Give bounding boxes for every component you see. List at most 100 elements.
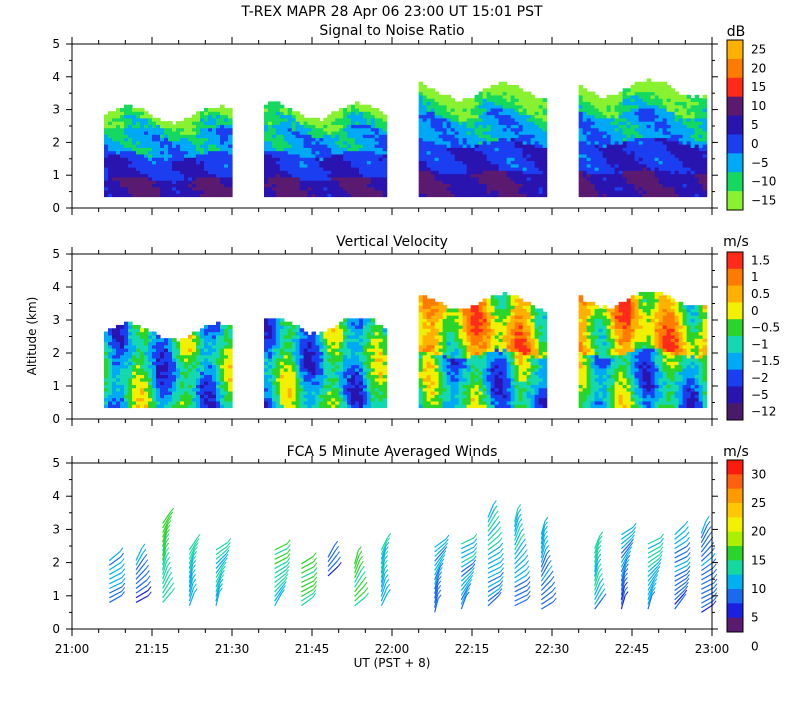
heatmap-cell [272,101,277,105]
heatmap-cell [216,322,221,326]
heatmap-cell [519,88,524,92]
heatmap-cell [587,92,592,96]
heatmap-cell [531,95,536,99]
heatmap-cell [268,318,273,322]
colorbar-label: 5 [751,118,759,132]
heatmap-cell [635,82,640,86]
heatmap-cell [619,92,624,96]
heatmap-cell [200,328,205,332]
heatmap-cell [112,111,117,115]
heatmap-cell [284,108,289,112]
heatmap-cell [495,85,500,89]
heatmap-cell [343,108,348,112]
heatmap-cell [168,121,173,125]
heatmap-cell [315,118,320,122]
heatmap-cell [683,95,688,99]
heatmap-cell [308,118,313,122]
heatmap-cell [491,85,496,89]
heatmap-cell [643,82,648,86]
heatmap-cell [204,325,209,329]
heatmap-cell [375,108,380,112]
heatmap-cell [523,92,528,96]
y-tick-label: 3 [52,103,60,117]
y-tick-label: 2 [52,135,60,149]
heatmap-cell [264,105,269,109]
heatmap-cell [611,95,616,99]
heatmap-cell [603,98,608,102]
heatmap-cell [639,82,644,86]
heatmap-cell [104,115,109,119]
heatmap-cell [280,105,285,109]
heatmap-cell [515,85,520,89]
heatmap-cell [264,318,269,322]
heatmap-cell [659,82,664,86]
colorbar-swatch [727,172,743,191]
colorbar-label: −5 [751,156,769,170]
heatmap-cell [128,322,133,326]
heatmap-cell [112,328,117,332]
heatmap-cell [579,85,584,89]
heatmap-cell [483,88,488,92]
heatmap-cell [208,325,213,329]
colorbar-label: −15 [751,194,776,208]
heatmap-cell [304,332,309,336]
heatmap-cell [132,325,137,329]
heatmap-cell [347,105,352,109]
heatmap-cell [172,338,177,342]
heatmap-cell [148,115,153,119]
heatmap-cell [160,121,165,125]
heatmap-cell [148,332,153,336]
heatmap-cell [300,328,305,332]
heatmap-cell [339,108,344,112]
heatmap-cell [327,328,332,332]
heatmap-cell [467,98,472,102]
heatmap-cell [699,98,704,102]
heatmap-cell [104,332,109,336]
heatmap-cell [116,325,121,329]
heatmap-cell [511,85,516,89]
colorbar-swatch [727,191,743,210]
heatmap-cell [583,88,588,92]
heatmap-cell [216,108,221,112]
heatmap-cell [615,95,620,99]
heatmap-cell [276,101,281,105]
heatmap-cell [164,338,169,342]
heatmap-cell [300,115,305,119]
heatmap-cell [108,111,113,115]
heatmap-cell [527,92,532,96]
heatmap-cell [507,85,512,89]
heatmap-cell [176,341,181,345]
heatmap-cell [663,82,668,86]
colorbar-swatch [727,78,743,97]
heatmap-cell [647,78,652,82]
heatmap-cell [451,98,456,102]
heatmap-cell [323,332,328,336]
snr-panel-title: Signal to Noise Ratio [319,23,464,39]
colorbar-label: −10 [751,175,776,189]
colorbar-label: 0 [751,137,759,151]
heatmap-cell [124,105,129,109]
heatmap-cell [591,92,596,96]
heatmap-cell [323,118,328,122]
colorbar-swatch [727,116,743,135]
heatmap-cell [120,325,125,329]
heatmap-cell [607,95,612,99]
heatmap-cell [140,328,145,332]
heatmap-cell [311,118,316,122]
heatmap-cell [168,338,173,342]
heatmap-cell [439,95,444,99]
heatmap-cell [367,105,372,109]
heatmap-cell [208,108,213,112]
heatmap-cell [431,88,436,92]
colorbar-label: 15 [751,80,766,94]
colorbar-label: 25 [751,42,766,56]
heatmap-cell [152,332,157,336]
heatmap-cell [443,95,448,99]
heatmap-cell [176,121,181,125]
heatmap-cell [623,88,628,92]
heatmap-cell [188,335,193,339]
heatmap-cell [288,108,293,112]
heatmap-cell [651,82,656,86]
heatmap-cell [503,82,508,86]
heatmap-cell [463,98,468,102]
